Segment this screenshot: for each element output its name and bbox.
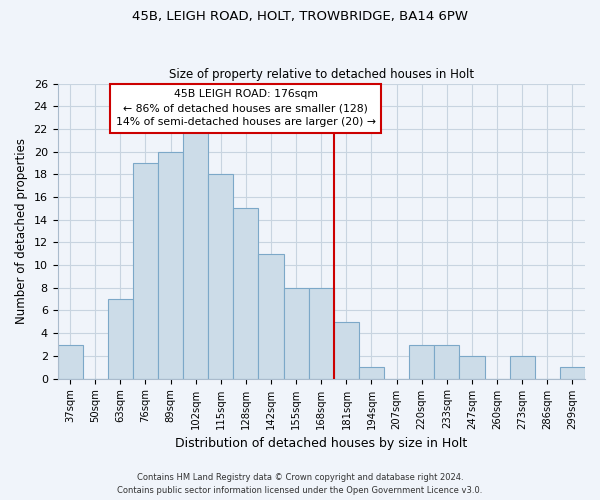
Bar [259,254,284,378]
Bar [133,163,158,378]
Bar [359,367,384,378]
Bar [309,288,334,378]
Bar [58,344,83,378]
Title: Size of property relative to detached houses in Holt: Size of property relative to detached ho… [169,68,474,81]
Bar [460,356,485,378]
Bar [434,344,460,378]
Bar [108,299,133,378]
Bar [183,129,208,378]
Bar [208,174,233,378]
Bar [509,356,535,378]
Text: Contains HM Land Registry data © Crown copyright and database right 2024.
Contai: Contains HM Land Registry data © Crown c… [118,473,482,495]
Y-axis label: Number of detached properties: Number of detached properties [15,138,28,324]
Bar [233,208,259,378]
Bar [334,322,359,378]
Bar [284,288,309,378]
Text: 45B, LEIGH ROAD, HOLT, TROWBRIDGE, BA14 6PW: 45B, LEIGH ROAD, HOLT, TROWBRIDGE, BA14 … [132,10,468,23]
X-axis label: Distribution of detached houses by size in Holt: Distribution of detached houses by size … [175,437,467,450]
Bar [158,152,183,378]
Text: 45B LEIGH ROAD: 176sqm
← 86% of detached houses are smaller (128)
14% of semi-de: 45B LEIGH ROAD: 176sqm ← 86% of detached… [116,89,376,127]
Bar [560,367,585,378]
Bar [409,344,434,378]
